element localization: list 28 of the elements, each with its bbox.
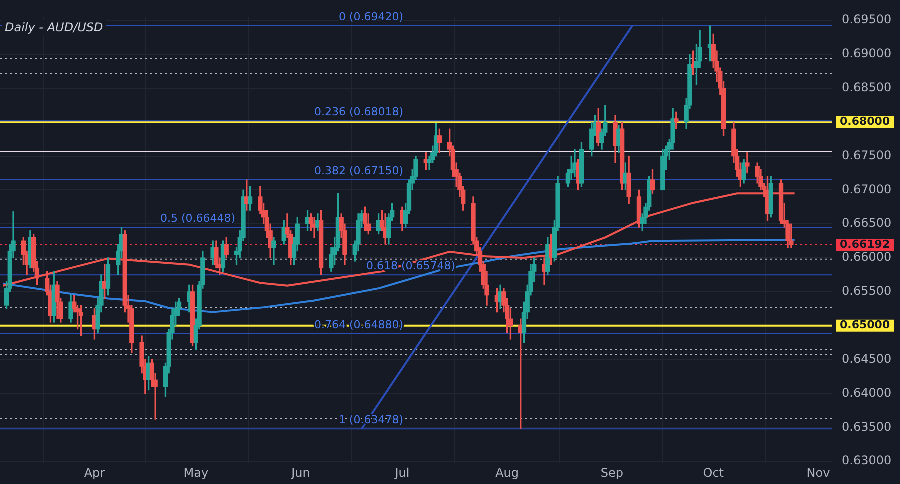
x-tick-label: Nov [806,466,830,480]
x-tick-label: Oct [703,466,724,480]
x-tick-label: Aug [496,466,520,480]
y-tick-label: 0.69500 [842,12,892,27]
x-tick-label: Apr [84,466,106,480]
ref-line-label: 0.382 (0.67150) [314,164,404,178]
y-tick-label: 0.65500 [842,284,892,298]
y-tick-label: 0.66500 [842,216,892,230]
x-tick-label: Jul [394,466,410,480]
y-tick-label: 0.67500 [842,148,892,162]
ref-line-label: 0.236 (0.68018) [314,105,404,118]
y-tick-label: 0.69000 [842,46,892,61]
y-tick-label: 0.67000 [842,182,892,196]
x-tick-label: May [184,466,209,480]
y-tick-label: 0.63000 [842,454,892,468]
ref-line-label: 0.5 (0.66448) [160,212,236,226]
ref-line-label: 0.68000 [840,115,890,128]
y-tick-label: 0.63500 [842,420,892,434]
ref-line-label: 0.65000 [840,318,890,332]
y-tick-label: 0.66000 [842,250,892,264]
y-tick-label: 0.68500 [842,80,892,95]
ref-line-label: 0 (0.69420) [338,10,404,24]
x-tick-label: Jun [290,466,310,480]
x-tick-label: Sep [600,466,624,480]
y-tick-label: 0.64000 [842,386,892,400]
chart-title: Daily - AUD/USD [5,20,104,34]
ref-line-label: 0.66192 [840,238,890,251]
y-tick-label: 0.64500 [842,352,892,366]
